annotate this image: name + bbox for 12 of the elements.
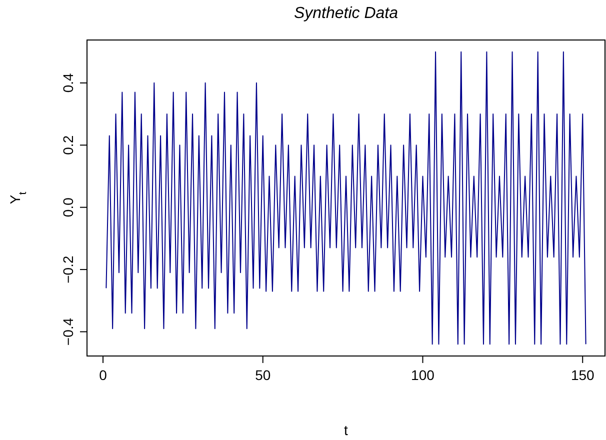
x-tick-label: 100 bbox=[411, 367, 435, 383]
y-tick-label: −0.2 bbox=[60, 256, 76, 284]
y-tick-label: 0.4 bbox=[60, 72, 76, 93]
x-tick-label: 50 bbox=[255, 367, 271, 383]
y-tick-label: 0.0 bbox=[60, 197, 76, 218]
x-tick-label: 150 bbox=[570, 367, 595, 383]
x-axis-title: t bbox=[344, 422, 348, 438]
y-tick-label: −0.4 bbox=[60, 318, 76, 346]
x-tick-label: 0 bbox=[99, 367, 108, 383]
line-series bbox=[106, 51, 586, 345]
y-tick-label: 0.2 bbox=[60, 135, 76, 155]
chart-title: Synthetic Data bbox=[294, 5, 398, 22]
